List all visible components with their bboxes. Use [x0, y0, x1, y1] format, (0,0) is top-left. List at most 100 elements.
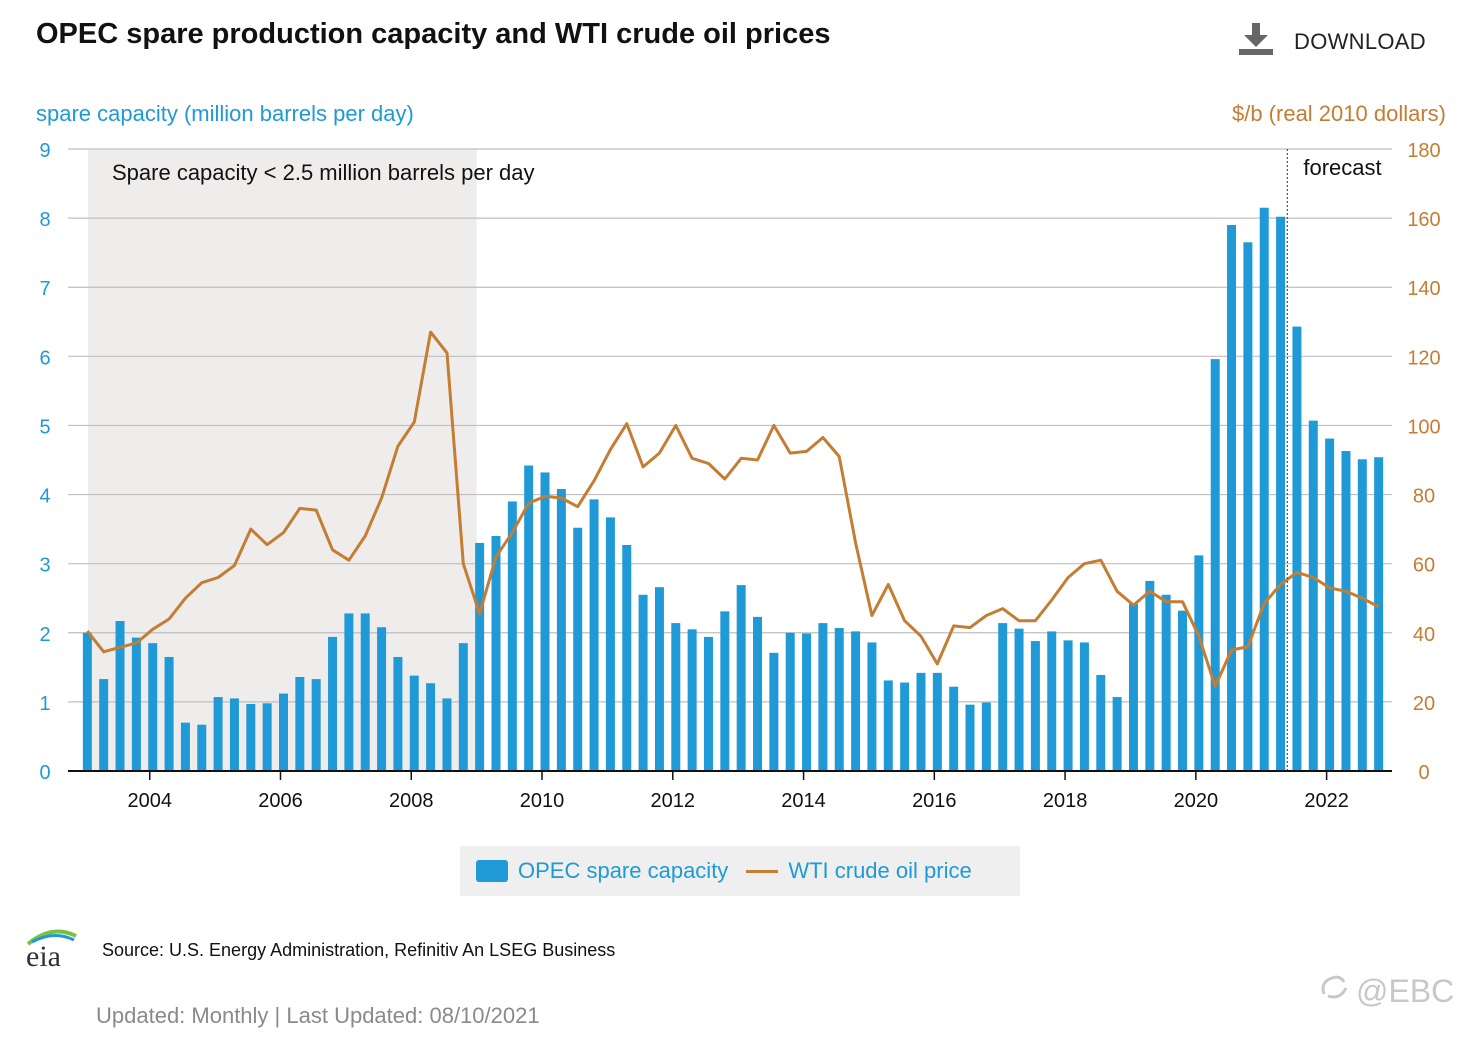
spare-capacity-bar	[1292, 326, 1302, 771]
spare-capacity-bar	[311, 679, 321, 771]
spare-capacity-bar	[605, 517, 615, 771]
spare-capacity-bar	[229, 698, 239, 771]
spare-capacity-bar	[491, 536, 501, 771]
spare-capacity-bar	[148, 643, 158, 771]
forecast-label: forecast	[1303, 155, 1381, 180]
spare-capacity-bar	[278, 693, 288, 771]
spare-capacity-bar	[1112, 697, 1122, 771]
spare-capacity-bar	[426, 683, 436, 771]
legend-line-swatch	[746, 869, 779, 873]
spare-capacity-bar	[1128, 603, 1138, 771]
spare-capacity-bar	[589, 499, 599, 771]
spare-capacity-bar	[818, 623, 828, 771]
spare-capacity-bar	[164, 656, 174, 771]
spare-capacity-bar	[965, 704, 975, 771]
left-axis-tick-label: 6	[39, 347, 50, 369]
x-axis-tick-label: 2006	[258, 790, 303, 812]
spare-capacity-bar	[99, 679, 109, 771]
download-button[interactable]: DOWNLOAD	[1238, 22, 1426, 61]
left-axis-tick-label: 4	[39, 486, 50, 508]
spare-capacity-bar	[131, 637, 141, 771]
spare-capacity-bar	[246, 703, 256, 771]
x-axis-tick-label: 2012	[651, 790, 696, 812]
legend: OPEC spare capacity WTI crude oil price	[460, 846, 1020, 896]
spare-capacity-bar	[687, 629, 697, 771]
spare-capacity-bar	[1063, 640, 1073, 771]
spare-capacity-bar	[377, 627, 387, 771]
x-axis-tick-label: 2018	[1043, 790, 1088, 812]
x-axis-tick-label: 2022	[1304, 790, 1349, 812]
spare-capacity-bar	[475, 542, 485, 771]
spare-capacity-bar	[802, 633, 812, 771]
legend-item-wti-price[interactable]: WTI crude oil price	[728, 858, 972, 884]
left-axis-tick-label: 5	[39, 416, 50, 438]
spare-capacity-bar	[458, 643, 468, 771]
right-axis-tick-label: 20	[1413, 693, 1435, 715]
right-axis-tick-label: 180	[1407, 140, 1440, 162]
spare-capacity-bar	[654, 587, 664, 771]
spare-capacity-bar	[556, 489, 566, 771]
spare-capacity-bar	[328, 636, 338, 771]
spare-capacity-bar	[736, 585, 746, 771]
spare-capacity-bar	[932, 672, 942, 771]
spare-capacity-bar	[295, 677, 305, 771]
right-axis-tick-label: 80	[1413, 486, 1435, 508]
left-axis-tick-label: 9	[39, 140, 50, 162]
left-axis-title: spare capacity (million barrels per day)	[36, 101, 414, 126]
spare-capacity-bar	[1243, 242, 1253, 772]
right-axis-tick-label: 160	[1407, 209, 1440, 231]
spare-capacity-bar	[671, 623, 681, 771]
x-axis-tick-label: 2004	[127, 790, 172, 812]
spare-capacity-bar	[344, 613, 354, 771]
x-axis-tick-label: 2020	[1174, 790, 1219, 812]
spare-capacity-bar	[1259, 207, 1269, 771]
spare-capacity-bar	[1194, 555, 1204, 771]
spare-capacity-bar	[703, 636, 713, 771]
spare-capacity-bar	[1145, 580, 1155, 771]
spare-capacity-bar	[540, 472, 550, 771]
legend-item-spare-capacity[interactable]: OPEC spare capacity	[476, 858, 728, 884]
spare-capacity-bar	[409, 675, 419, 771]
spare-capacity-bar	[262, 703, 272, 771]
svg-text:eia: eia	[26, 940, 61, 970]
left-axis-tick-label: 2	[39, 624, 50, 646]
spare-capacity-bar	[1096, 674, 1106, 771]
spare-capacity-bar	[638, 594, 648, 771]
left-axis-tick-label: 8	[39, 209, 50, 231]
spare-capacity-bar	[1357, 459, 1367, 771]
watermark-icon	[1318, 972, 1352, 1010]
watermark-text: @EBC	[1356, 972, 1455, 1009]
wti-price-line	[86, 330, 1380, 688]
legend-line-label: WTI crude oil price	[788, 858, 972, 883]
spare-capacity-bar	[393, 656, 403, 771]
right-axis-tick-label: 40	[1413, 624, 1435, 646]
spare-capacity-bar	[442, 698, 452, 771]
spare-capacity-bar	[981, 702, 991, 771]
spare-capacity-bar	[573, 527, 583, 771]
spare-capacity-bar	[753, 616, 763, 771]
right-axis-tick-label: 120	[1407, 347, 1440, 369]
spare-capacity-bar	[1227, 225, 1237, 771]
spare-capacity-bar	[867, 642, 877, 771]
left-axis-tick-label: 7	[39, 278, 50, 300]
shaded-region-label: Spare capacity < 2.5 million barrels per…	[112, 160, 535, 185]
spare-capacity-bar	[851, 631, 861, 771]
legend-bar-swatch	[476, 860, 508, 882]
spare-capacity-bar	[197, 724, 207, 771]
spare-capacity-bar	[1161, 594, 1171, 771]
right-axis-tick-label: 140	[1407, 278, 1440, 300]
spare-capacity-bar	[1047, 631, 1057, 771]
spare-capacity-bar	[900, 682, 910, 771]
spare-capacity-bar	[524, 465, 534, 771]
spare-capacity-bar	[360, 613, 370, 771]
spare-capacity-bar	[720, 611, 730, 771]
spare-capacity-bar	[1210, 359, 1220, 771]
updated-note: Updated: Monthly | Last Updated: 08/10/2…	[96, 1003, 540, 1028]
spare-capacity-bar	[1014, 628, 1024, 771]
right-axis-tick-label: 100	[1407, 416, 1440, 438]
spare-capacity-bar	[180, 722, 190, 771]
spare-capacity-bar	[1079, 642, 1089, 771]
source-note: Source: U.S. Energy Administration, Refi…	[102, 940, 616, 960]
spare-capacity-bar	[1276, 216, 1286, 771]
